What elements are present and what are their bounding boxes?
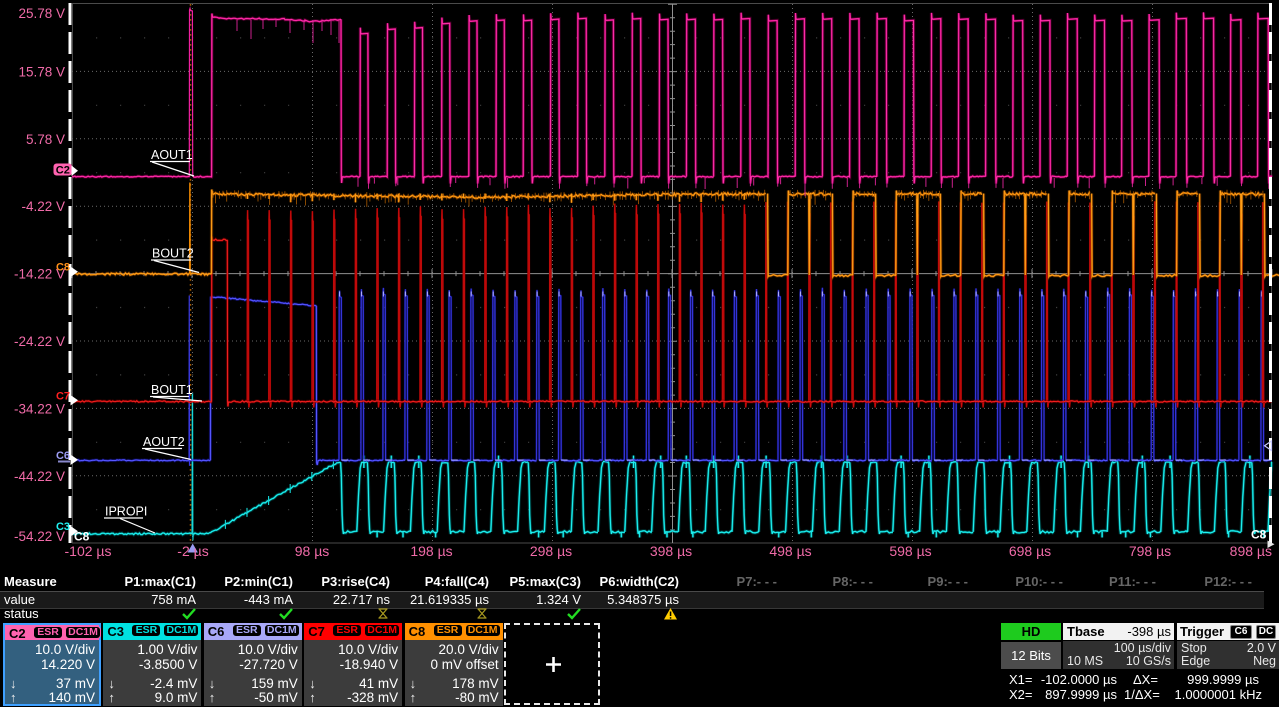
svg-text:BOUT1: BOUT1: [151, 383, 193, 397]
svg-text:698 µs: 698 µs: [1009, 543, 1051, 559]
svg-text:198 µs: 198 µs: [410, 543, 452, 559]
svg-text:-102 µs: -102 µs: [65, 543, 112, 559]
svg-text:IPROPI: IPROPI: [105, 505, 147, 519]
svg-text:5.78 V: 5.78 V: [26, 132, 65, 147]
svg-text:398 µs: 398 µs: [650, 543, 692, 559]
svg-text:AOUT2: AOUT2: [143, 435, 185, 449]
svg-text:BOUT2: BOUT2: [152, 247, 194, 261]
svg-text:C7: C7: [56, 391, 70, 403]
svg-text:-54.22 V: -54.22 V: [14, 529, 65, 544]
svg-text:-2 µs: -2 µs: [177, 543, 208, 559]
svg-text:498 µs: 498 µs: [769, 543, 811, 559]
svg-text:C8: C8: [1251, 528, 1267, 542]
svg-text:C3: C3: [56, 521, 70, 533]
svg-text:C2: C2: [56, 165, 70, 177]
svg-text:C8: C8: [74, 530, 90, 544]
svg-text:298 µs: 298 µs: [530, 543, 572, 559]
svg-text:AOUT1: AOUT1: [151, 148, 193, 162]
svg-text:C8: C8: [56, 262, 70, 274]
svg-text:25.78 V: 25.78 V: [18, 6, 65, 21]
svg-text:-34.22 V: -34.22 V: [14, 401, 65, 416]
svg-text:-14.22 V: -14.22 V: [14, 267, 65, 282]
svg-text:15.78 V: 15.78 V: [18, 64, 65, 79]
svg-text:-4.22 V: -4.22 V: [21, 199, 65, 214]
svg-text:C6: C6: [56, 450, 70, 462]
svg-text:-24.22 V: -24.22 V: [14, 334, 65, 349]
svg-text:98 µs: 98 µs: [295, 543, 330, 559]
svg-text:-44.22 V: -44.22 V: [14, 469, 65, 484]
svg-text:898 µs: 898 µs: [1230, 543, 1272, 559]
svg-text:598 µs: 598 µs: [889, 543, 931, 559]
svg-text:798 µs: 798 µs: [1129, 543, 1171, 559]
